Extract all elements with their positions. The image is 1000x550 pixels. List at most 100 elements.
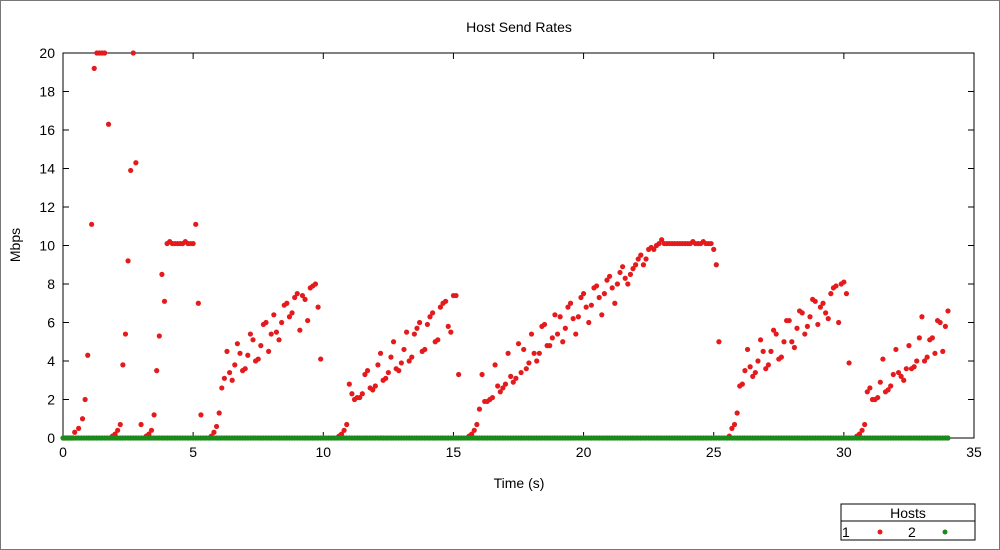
data-point-host-1: [305, 317, 311, 324]
data-point-host-1: [234, 341, 240, 347]
data-point-host-1: [770, 327, 777, 333]
data-point-host-1: [401, 346, 407, 353]
data-point-host-1: [856, 431, 863, 437]
data-point-host-1: [895, 369, 902, 376]
data-point-host-1: [156, 333, 162, 339]
data-point-host-1: [117, 421, 123, 428]
data-point-host-1: [302, 296, 308, 302]
data-point-host-1: [146, 431, 152, 437]
data-point-host-1: [294, 291, 300, 297]
data-point-host-1: [91, 65, 97, 71]
data-point-host-1: [893, 346, 899, 353]
data-point-host-1: [448, 329, 454, 335]
data-point-host-1: [263, 319, 269, 326]
data-point-host-1: [237, 350, 243, 356]
data-point-host-1: [541, 321, 548, 328]
data-point-host-1: [768, 348, 774, 354]
data-point-host-1: [190, 240, 196, 247]
data-point-host-1: [916, 335, 922, 341]
y-tick-label: 10: [39, 238, 55, 254]
data-point-host-1: [799, 310, 805, 316]
data-point-host-1: [377, 350, 384, 356]
data-point-host-1: [250, 337, 256, 343]
data-point-host-1: [115, 427, 121, 433]
data-point-host-1: [659, 237, 665, 243]
data-point-host-1: [828, 291, 834, 297]
data-point-host-1: [474, 421, 480, 428]
data-point-host-1: [573, 331, 579, 337]
legend-marker-2: [942, 529, 948, 535]
legend-title: Hosts: [890, 505, 926, 521]
data-point-host-1: [945, 308, 951, 314]
x-tick-label: 20: [576, 444, 592, 460]
data-point-host-1: [510, 379, 516, 385]
data-point-host-1: [940, 348, 946, 354]
data-point-host-1: [526, 360, 532, 366]
data-point-host-1: [601, 291, 607, 297]
data-point-host-1: [411, 331, 417, 337]
data-point-host-1: [583, 304, 589, 310]
data-point-host-1: [708, 240, 714, 247]
data-point-host-1: [375, 362, 381, 368]
series-host-1: [61, 50, 951, 441]
data-point-host-1: [112, 431, 118, 437]
data-point-host-1: [588, 302, 594, 308]
data-point-host-1: [742, 368, 748, 374]
y-tick-label: 12: [39, 199, 55, 215]
data-point-host-1: [911, 364, 917, 370]
data-point-host-1: [625, 281, 631, 287]
data-point-host-1: [492, 362, 498, 368]
data-point-host-1: [731, 421, 738, 428]
data-point-host-1: [804, 323, 811, 329]
data-point-host-1: [357, 394, 363, 401]
y-tick-label: 4: [47, 353, 55, 369]
data-point-host-1: [130, 50, 136, 56]
data-point-host-1: [122, 331, 129, 337]
data-point-host-1: [640, 262, 647, 268]
data-point-host-1: [823, 310, 829, 316]
x-tick-label: 25: [706, 444, 722, 460]
data-point-host-1: [562, 325, 568, 331]
data-point-host-1: [716, 339, 722, 345]
data-point-host-1: [362, 371, 368, 378]
data-point-host-1: [443, 298, 449, 304]
data-point-host-1: [255, 356, 261, 362]
data-point-host-1: [349, 391, 355, 397]
data-point-host-1: [198, 412, 204, 418]
data-point-host-1: [825, 316, 831, 322]
data-point-host-1: [567, 300, 574, 306]
data-point-host-1: [344, 421, 350, 428]
data-point-host-1: [765, 362, 771, 368]
data-point-host-1: [833, 283, 839, 289]
data-point-host-1: [79, 416, 86, 422]
data-point-host-1: [786, 317, 792, 324]
data-point-host-1: [372, 383, 378, 389]
legend-box: [840, 503, 976, 541]
data-point-host-1: [390, 339, 397, 345]
x-tick-label: 35: [966, 444, 982, 460]
data-point-host-1: [513, 375, 519, 381]
x-tick-label: 10: [315, 444, 331, 460]
data-point-host-1: [229, 377, 235, 383]
data-point-host-1: [105, 121, 112, 127]
data-point-host-1: [154, 368, 160, 374]
data-point-host-1: [713, 262, 719, 268]
data-point-host-1: [565, 304, 571, 310]
data-point-host-1: [403, 329, 410, 335]
data-point-host-1: [612, 300, 618, 306]
y-tick-label: 2: [47, 392, 55, 408]
data-point-host-1: [273, 329, 280, 335]
data-point-host-1: [456, 371, 462, 378]
data-point-host-1: [802, 331, 808, 337]
data-point-host-1: [312, 281, 319, 287]
data-point-host-1: [877, 379, 883, 385]
data-point-host-1: [534, 358, 540, 364]
data-point-host-1: [864, 389, 870, 395]
x-tick-label: 0: [59, 444, 67, 460]
data-point-host-1: [846, 360, 852, 366]
data-point-host-1: [138, 421, 144, 428]
data-point-host-1: [932, 350, 938, 356]
data-point-host-1: [500, 385, 506, 391]
